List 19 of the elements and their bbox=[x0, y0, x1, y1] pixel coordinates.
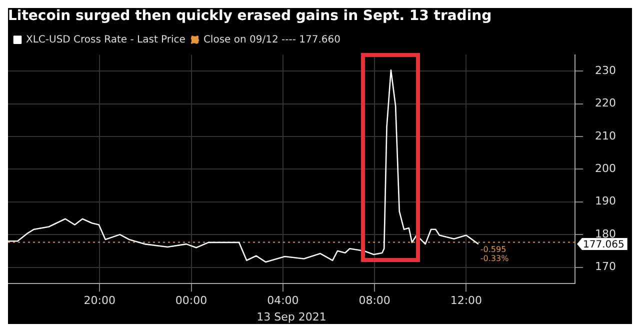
chart-title: Litecoin surged then quickly erased gains in Sept. 13 trading bbox=[8, 8, 492, 24]
text: 177.065 bbox=[583, 240, 624, 251]
y-tick-label: 230 bbox=[595, 64, 616, 77]
y-tick-label: 220 bbox=[595, 96, 616, 110]
annotation: -0.595 bbox=[480, 245, 506, 254]
y-tick-label: 210 bbox=[595, 129, 616, 142]
x-tick-label: 08:00 bbox=[358, 294, 390, 308]
x-tick-label: 12:00 bbox=[450, 294, 482, 308]
y-tick-label: 200 bbox=[595, 162, 616, 176]
y-tick-label: 180 bbox=[595, 227, 616, 240]
x-tick-label: 20:00 bbox=[84, 294, 116, 308]
y-tick-label: 190 bbox=[595, 194, 616, 208]
legend-label: XLC-USD Cross Rate - Last Price bbox=[26, 34, 186, 46]
legend-label: Close on 09/12 ---- 177.660 bbox=[203, 34, 340, 46]
y-tick-label: 170 bbox=[595, 260, 616, 274]
x-tick-label: 00:00 bbox=[175, 294, 208, 308]
x-axis-title: 13 Sep 2021 bbox=[256, 310, 326, 324]
x-tick-label: 04:00 bbox=[267, 294, 299, 308]
annotation: -0.33% bbox=[480, 254, 510, 264]
